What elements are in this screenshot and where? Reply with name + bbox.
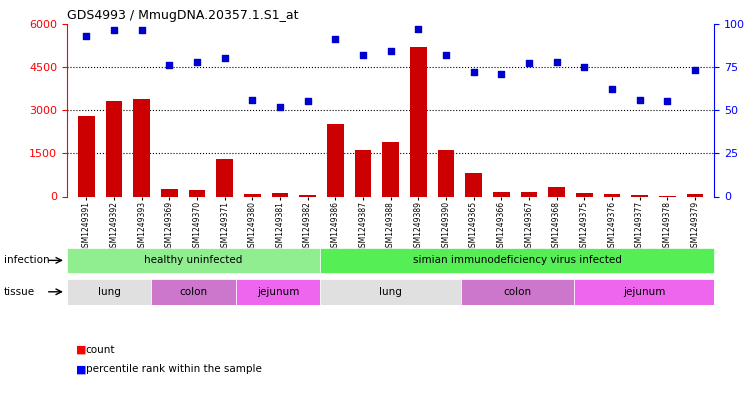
- Bar: [189, 190, 205, 196]
- Point: [496, 71, 507, 77]
- Point: [164, 62, 176, 68]
- Point: [661, 98, 673, 105]
- Bar: [106, 101, 122, 196]
- Point: [551, 59, 562, 65]
- Bar: [272, 193, 288, 196]
- Bar: [355, 151, 371, 196]
- Bar: [217, 159, 233, 196]
- Text: lung: lung: [97, 287, 121, 297]
- Text: infection: infection: [4, 255, 49, 265]
- Text: colon: colon: [179, 287, 208, 297]
- Text: jejunum: jejunum: [623, 287, 665, 297]
- Point: [108, 28, 120, 34]
- Text: count: count: [86, 345, 115, 355]
- Bar: [320, 279, 461, 305]
- Point: [274, 103, 286, 110]
- Text: simian immunodeficiency virus infected: simian immunodeficiency virus infected: [413, 255, 622, 265]
- Point: [606, 86, 618, 92]
- Point: [412, 26, 424, 32]
- Bar: [382, 142, 399, 196]
- Point: [689, 67, 701, 73]
- Bar: [493, 192, 510, 196]
- Text: ■: ■: [76, 345, 86, 355]
- Text: GDS4993 / MmugDNA.20357.1.S1_at: GDS4993 / MmugDNA.20357.1.S1_at: [67, 9, 298, 22]
- Bar: [576, 193, 592, 196]
- Point: [634, 97, 646, 103]
- Text: jejunum: jejunum: [257, 287, 299, 297]
- Text: ■: ■: [76, 364, 86, 375]
- Text: lung: lung: [379, 287, 402, 297]
- Bar: [548, 187, 565, 196]
- Bar: [437, 151, 455, 196]
- Bar: [574, 279, 714, 305]
- Bar: [465, 173, 482, 196]
- Bar: [320, 248, 714, 273]
- Point: [385, 48, 397, 54]
- Bar: [151, 279, 236, 305]
- Point: [523, 60, 535, 66]
- Bar: [461, 279, 574, 305]
- Bar: [244, 194, 260, 196]
- Bar: [133, 99, 150, 196]
- Point: [80, 33, 92, 39]
- Text: percentile rank within the sample: percentile rank within the sample: [86, 364, 261, 375]
- Point: [468, 69, 480, 75]
- Text: tissue: tissue: [4, 287, 35, 297]
- Bar: [67, 279, 151, 305]
- Point: [191, 59, 203, 65]
- Point: [357, 51, 369, 58]
- Bar: [327, 125, 344, 196]
- Bar: [687, 194, 703, 196]
- Point: [330, 36, 341, 42]
- Text: colon: colon: [503, 287, 531, 297]
- Bar: [410, 47, 426, 196]
- Point: [301, 98, 313, 105]
- Bar: [299, 195, 316, 196]
- Point: [440, 51, 452, 58]
- Bar: [631, 195, 648, 196]
- Point: [246, 97, 258, 103]
- Text: healthy uninfected: healthy uninfected: [144, 255, 243, 265]
- Bar: [603, 194, 620, 196]
- Point: [135, 28, 147, 34]
- Point: [219, 55, 231, 61]
- Bar: [161, 189, 178, 196]
- Point: [578, 64, 590, 70]
- Bar: [67, 248, 320, 273]
- Bar: [78, 116, 94, 196]
- Bar: [236, 279, 320, 305]
- Bar: [521, 192, 537, 196]
